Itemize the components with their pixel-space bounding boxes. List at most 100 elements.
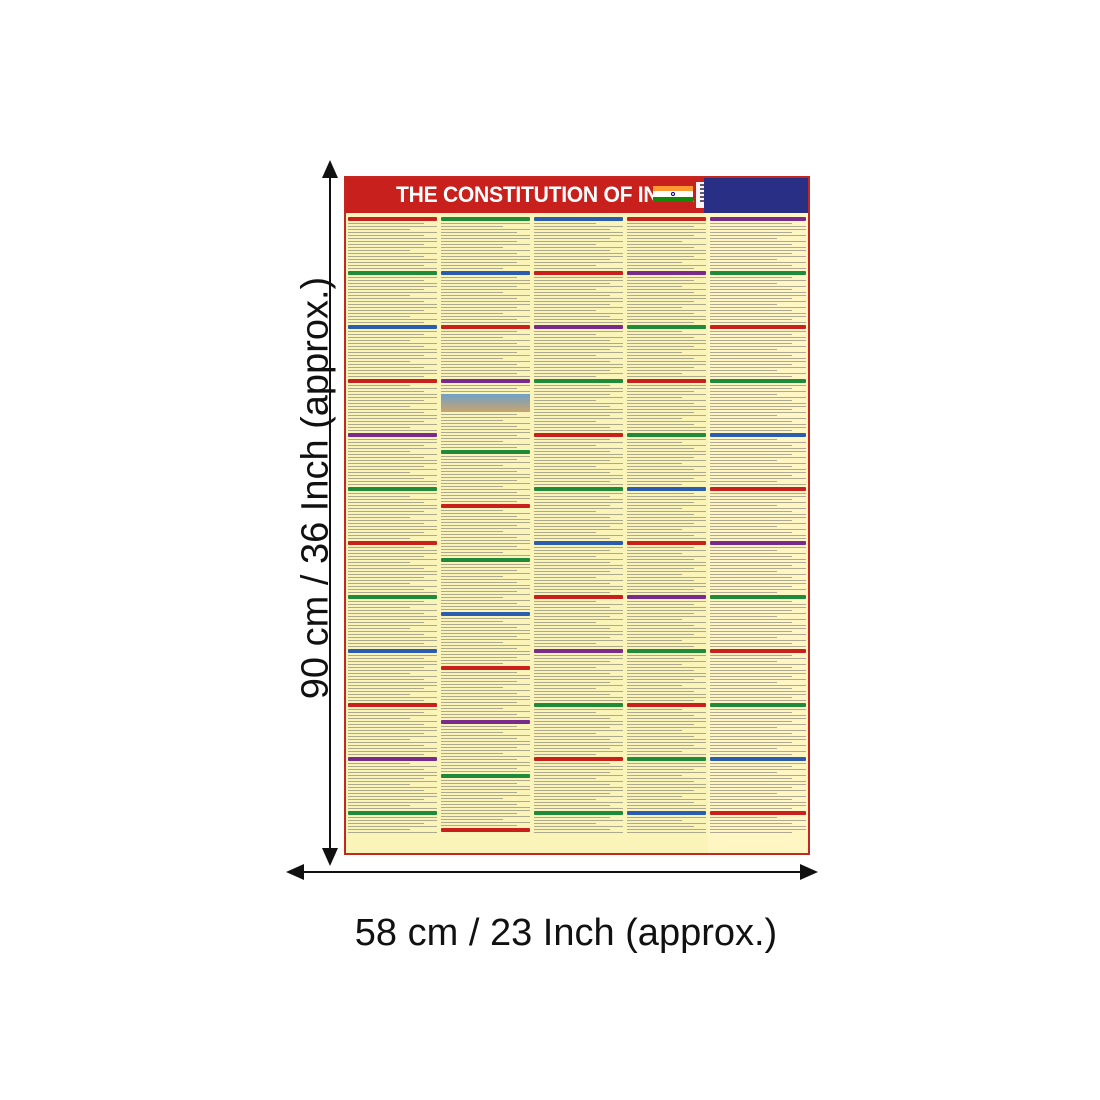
fine-print-line [441,690,530,691]
height-label: 90 cm / 36 Inch (approx.) [294,276,337,700]
fine-print-line [627,400,706,401]
fine-print-line [441,654,530,655]
fine-print-line [348,589,424,590]
fine-print-line [441,759,517,760]
fine-print-line [441,361,530,362]
fine-print-line [627,307,683,308]
fine-print-line [710,655,792,656]
section-band [441,666,530,670]
fine-print-line [348,505,437,506]
fine-print-line [710,586,792,587]
fine-print-line [348,256,424,257]
section-band [534,595,623,599]
fine-print-line [710,367,806,368]
fine-print-line [710,715,806,716]
fine-print-line [627,739,706,740]
fine-print-line [348,529,437,530]
fine-print-line [534,511,597,512]
fine-print-line [534,373,623,374]
fine-print-line [627,517,706,518]
fine-print-line [627,511,706,512]
fine-print-line [710,424,806,425]
fine-print-line [348,250,411,251]
fine-print-line [441,726,517,727]
fine-print-line [348,400,424,401]
fine-print-line [348,571,437,572]
fine-print-line [534,682,610,683]
fine-print-line [534,520,623,521]
fine-print-line [710,415,778,416]
fine-print-line [627,697,706,698]
fine-print-line [441,483,530,484]
fine-print-line [534,817,610,818]
fine-print-line [710,313,806,314]
fine-print-line [710,385,806,386]
fine-print-line [348,298,437,299]
fine-print-line [534,790,623,791]
fine-print-line [534,232,623,233]
fine-print-line [710,643,792,644]
fine-print-line [534,634,623,635]
fine-print-line [534,553,623,554]
fine-print-line [710,556,792,557]
fine-print-line [534,499,623,500]
fine-print-line [348,418,437,419]
fine-print-line [348,340,411,341]
fine-print-line [534,514,623,515]
section-band [710,703,806,707]
poster-title: THE CONSTITUTION OF INDIA [396,182,694,207]
height-arrow-top [322,160,338,178]
fine-print-line [534,643,597,644]
fine-print-line [441,705,530,706]
fine-print-line [627,676,706,677]
fine-print-line [627,592,706,593]
fine-print-line [627,709,683,710]
fine-print-line [627,556,706,557]
section-band [441,379,530,383]
fine-print-line [441,672,517,673]
fine-print-line [441,696,530,697]
fine-print-line [348,244,424,245]
fine-print-line [710,664,806,665]
fine-print-line [441,349,530,350]
fine-print-line [441,783,517,784]
fine-print-line [441,579,530,580]
fine-print-line [627,787,706,788]
fine-print-line [710,634,806,635]
fine-print-line [627,301,695,302]
fine-print-line [441,693,517,694]
fine-print-line [627,376,706,377]
fine-print-line [710,343,792,344]
fine-print-line [627,658,695,659]
fine-print-line [348,253,437,254]
fine-print-line [534,292,623,293]
fine-print-line [441,624,530,625]
fine-print-line [710,472,806,473]
fine-print-line [627,442,683,443]
fine-print-line [348,727,437,728]
fine-print-line [710,697,792,698]
fine-print-line [441,474,530,475]
fine-print-line [710,562,806,563]
fine-print-line [534,712,597,713]
fine-print-line [627,481,706,482]
fine-print-line [348,670,437,671]
fine-print-line [534,658,623,659]
section-band [710,487,806,491]
fine-print-line [710,625,806,626]
fine-print-line [441,750,530,751]
fine-print-line [534,256,623,257]
section-band [441,720,530,724]
fine-print-line [627,499,706,500]
fine-print-line [534,625,623,626]
width-arrow-right [800,864,818,880]
fine-print-line [348,583,411,584]
fine-print-line [534,565,623,566]
fine-print-line [348,457,424,458]
fine-print-line [534,226,623,227]
fine-print-line [534,820,623,821]
fine-print-line [534,364,623,365]
fine-print-line [441,385,530,386]
section-band [534,703,623,707]
fine-print-line [710,442,806,443]
